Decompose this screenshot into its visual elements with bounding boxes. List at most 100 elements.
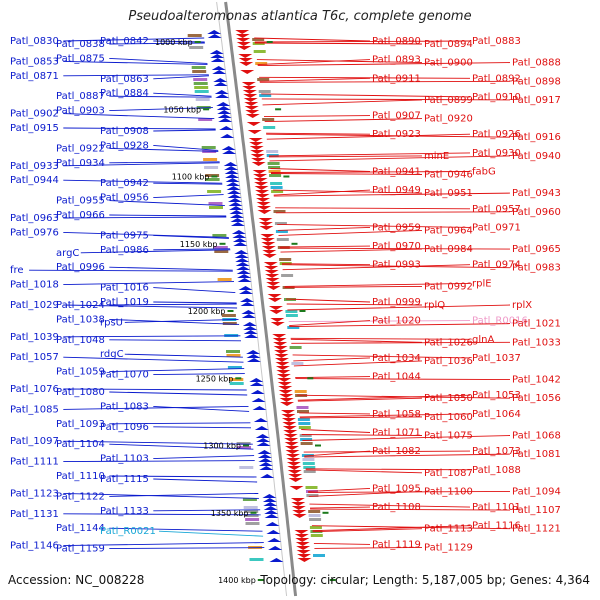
gene-label[interactable]: Patl_0970 [372,241,421,252]
gene-label[interactable]: Patl_0930 [472,148,521,159]
plus-strand-gene[interactable] [266,282,281,286]
gene-label[interactable]: Patl_0971 [472,222,521,233]
gene-label[interactable]: Patl_0976 [10,227,59,238]
plus-strand-gene[interactable] [292,514,307,518]
plus-strand-gene[interactable] [274,358,289,362]
plus-strand-gene[interactable] [290,498,305,502]
plus-strand-gene[interactable] [282,422,297,426]
minus-strand-gene[interactable] [243,330,258,334]
gene-label[interactable]: Patl_1034 [372,353,421,364]
gene-label[interactable]: Patl_0955 [56,196,105,207]
minus-strand-gene[interactable] [230,218,245,222]
minus-strand-gene[interactable] [215,94,230,98]
plus-strand-gene[interactable] [285,446,300,450]
plus-strand-gene[interactable] [242,90,257,94]
plus-strand-gene[interactable] [258,218,273,222]
minus-strand-gene[interactable] [267,538,282,542]
gene-label[interactable]: Patl_1100 [424,486,473,497]
gene-label[interactable]: Patl_1075 [424,431,473,442]
minus-strand-gene[interactable] [240,302,255,306]
minus-strand-gene[interactable] [255,434,270,438]
gene-label[interactable]: Patl_0888 [512,58,561,69]
minus-strand-gene[interactable] [250,390,265,394]
plus-strand-gene[interactable] [256,202,271,206]
minus-strand-gene[interactable] [230,222,245,226]
gene-label[interactable]: Patl_0986 [100,245,149,256]
gene-label[interactable]: Patl_1146 [10,541,59,552]
gene-label[interactable]: rpsU [100,317,123,328]
gene-label[interactable]: Patl_1064 [472,409,521,420]
gene-label[interactable]: Patl_0984 [424,244,473,255]
minus-strand-gene[interactable] [266,530,281,534]
gene-label[interactable]: Patl_0916 [512,132,561,143]
gene-label[interactable]: Patl_1070 [100,370,149,381]
plus-strand-gene[interactable] [285,454,300,458]
plus-strand-gene[interactable] [235,34,250,38]
minus-strand-gene[interactable] [246,354,261,358]
minus-strand-gene[interactable] [235,258,250,262]
plus-strand-gene[interactable] [276,370,291,374]
minus-strand-gene[interactable] [256,442,271,446]
gene-label[interactable]: Patl_0996 [56,262,105,273]
minus-strand-gene[interactable] [268,546,283,550]
plus-strand-gene[interactable] [261,242,276,246]
gene-label[interactable]: Patl_0894 [424,39,473,50]
plus-strand-gene[interactable] [254,186,269,190]
minus-strand-gene[interactable] [265,522,280,526]
gene-label[interactable]: minE [424,151,449,162]
gene-label[interactable]: Patl_0941 [372,167,421,178]
gene-label[interactable]: Patl_1036 [424,356,473,367]
plus-strand-gene[interactable] [273,346,288,350]
gene-label[interactable]: Patl_0966 [56,210,105,221]
gene-label[interactable]: Patl_1016 [100,283,149,294]
minus-strand-gene[interactable] [253,418,268,422]
gene-label[interactable]: Patl_1033 [512,337,561,348]
minus-strand-gene[interactable] [229,214,244,218]
gene-label[interactable]: Patl_1021 [512,319,561,330]
gene-label[interactable]: Patl_0951 [424,188,473,199]
gene-label[interactable]: Patl_0933 [10,161,59,172]
plus-strand-gene[interactable] [258,222,273,226]
plus-strand-gene[interactable] [270,322,285,326]
gene-label[interactable]: Patl_0902 [10,109,59,120]
minus-strand-gene[interactable] [213,82,228,86]
minus-strand-gene[interactable] [256,438,271,442]
gene-label[interactable]: Patl_0993 [372,260,421,271]
plus-strand-gene[interactable] [250,150,265,154]
plus-strand-gene[interactable] [245,110,260,114]
minus-strand-gene[interactable] [264,510,279,514]
plus-strand-gene[interactable] [277,378,292,382]
minus-strand-gene[interactable] [213,78,228,82]
minus-strand-gene[interactable] [246,358,261,362]
plus-strand-gene[interactable] [242,86,257,90]
plus-strand-gene[interactable] [244,106,259,110]
gene-label[interactable]: Patl_1057 [10,352,59,363]
gene-label[interactable]: Patl_1080 [56,387,105,398]
gene-label[interactable]: Patl_0944 [10,175,59,186]
plus-strand-gene[interactable] [297,558,312,562]
gene-label[interactable]: Patl_0853 [10,56,59,67]
gene-label[interactable]: Patl_0923 [372,129,421,140]
minus-strand-gene[interactable] [259,466,274,470]
gene-label[interactable]: Patl_0863 [100,74,149,85]
gene-label[interactable]: Patl_1082 [372,446,421,457]
gene-label[interactable]: Patl_0942 [100,178,149,189]
plus-strand-gene[interactable] [286,462,301,466]
gene-label[interactable]: Patl_0960 [512,207,561,218]
minus-strand-gene[interactable] [228,198,243,202]
gene-label[interactable]: Patl_1056 [512,393,561,404]
minus-strand-gene[interactable] [210,54,225,58]
gene-label[interactable]: Patl_1119 [372,539,421,550]
plus-strand-gene[interactable] [281,418,296,422]
minus-strand-gene[interactable] [260,474,275,478]
gene-label[interactable]: Patl_0957 [472,204,521,215]
plus-strand-gene[interactable] [288,478,303,482]
plus-strand-gene[interactable] [289,486,304,490]
minus-strand-gene[interactable] [217,110,232,114]
plus-strand-gene[interactable] [284,442,299,446]
minus-strand-gene[interactable] [210,58,225,62]
gene-label[interactable]: Patl_1104 [56,439,105,450]
plus-strand-gene[interactable] [251,162,266,166]
minus-strand-gene[interactable] [227,190,242,194]
gene-label[interactable]: Patl_0908 [100,126,149,137]
